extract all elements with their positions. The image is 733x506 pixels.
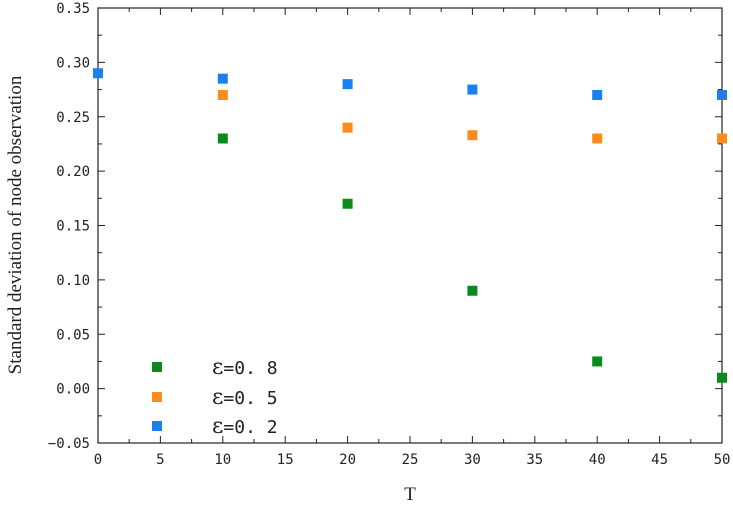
marker-series-3 [93, 68, 103, 79]
x-tick-label: 30 [464, 452, 481, 468]
marker-series-1 [717, 372, 727, 383]
x-tick-label: 0 [94, 452, 102, 468]
marker-series-2 [592, 133, 603, 144]
marker-series-2 [467, 130, 478, 141]
x-tick-label: 20 [339, 452, 356, 468]
y-tick-label: 0.05 [56, 327, 90, 343]
marker-series-3 [217, 73, 228, 84]
y-tick-label: 0.10 [56, 273, 90, 289]
marker-series-2 [717, 133, 727, 144]
y-tick-label: −0.05 [48, 436, 90, 452]
marker-series-3 [592, 90, 603, 100]
y-tick-label: 0.35 [56, 1, 90, 17]
legend-marker-3 [152, 421, 162, 431]
marker-series-2 [342, 122, 353, 133]
y-tick-label: 0.15 [56, 219, 90, 235]
legend: ε=0. 8 ε=0. 5 ε=0. 2 [152, 355, 278, 439]
legend-label-3: ε=0. 2 [212, 414, 278, 439]
y-tick-label: 0.20 [56, 164, 90, 180]
marker-series-3 [467, 84, 478, 95]
legend-label-1: ε=0. 8 [212, 355, 278, 380]
x-tick-label: 10 [214, 452, 231, 468]
y-axis-label: Standard deviation of node observation [5, 75, 26, 374]
x-tick-label: 5 [156, 452, 164, 468]
x-tick-label: 15 [277, 452, 294, 468]
legend-label-2: ε=0. 5 [212, 385, 278, 410]
x-axis-label: T [404, 484, 416, 505]
y-tick-label: 0.25 [56, 110, 90, 126]
x-tick-label: 35 [526, 452, 543, 468]
marker-series-1 [592, 356, 603, 367]
legend-marker-1 [152, 362, 162, 372]
marker-series-2 [217, 90, 228, 100]
marker-series-1 [217, 133, 228, 144]
marker-series-3 [717, 90, 727, 100]
plot-area [97, 7, 723, 444]
x-tick-label: 50 [714, 452, 731, 468]
marker-series-3 [342, 79, 353, 90]
x-tick-label: 45 [651, 452, 668, 468]
data-markers [93, 68, 727, 383]
y-tick-label: 0.30 [56, 55, 90, 71]
x-tick-label: 40 [589, 452, 606, 468]
marker-series-1 [467, 285, 478, 296]
marker-series-1 [342, 198, 353, 209]
y-tick-label: 0.00 [56, 382, 90, 398]
x-tick-label: 25 [402, 452, 419, 468]
legend-marker-2 [152, 392, 162, 402]
axis-ticks: 0 5 10 15 20 25 30 35 40 45 50 −0.05 0.00 0.05 0.10 0.1… [48, 1, 731, 468]
